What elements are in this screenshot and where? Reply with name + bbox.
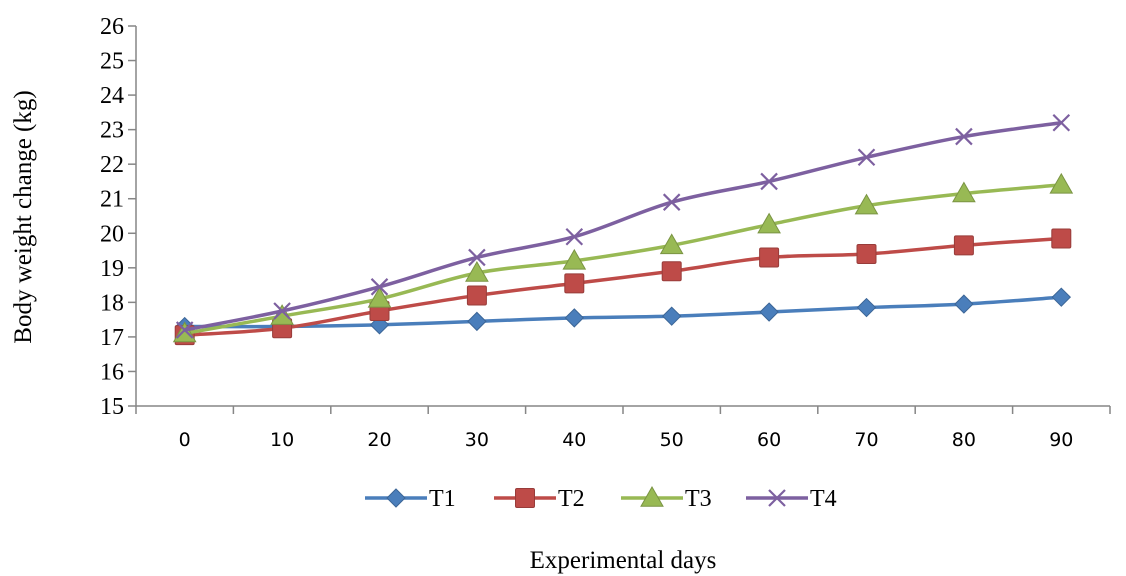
data-point-t4 [175, 321, 194, 339]
legend-item-t3: T3 [621, 485, 712, 512]
data-point-t4 [468, 248, 486, 267]
data-point-t2 [466, 285, 487, 306]
x-tick-label: 0 [179, 429, 191, 451]
data-point-t2 [1051, 228, 1072, 249]
data-point-t4 [1052, 113, 1071, 132]
y-axis-label: Body weight change (kg) [10, 90, 37, 343]
y-tick-label: 24 [100, 83, 124, 109]
data-point-t2 [953, 235, 974, 256]
data-point-t4 [760, 172, 778, 191]
data-point-t1 [1051, 287, 1072, 307]
data-point-t3 [562, 248, 587, 270]
x-tick-labels: 0 10 20 30 40 50 60 70 80 90 [179, 429, 1074, 451]
axes [128, 25, 1111, 414]
x-axis-label: Experimental days [530, 547, 717, 574]
data-point-t3 [952, 181, 976, 203]
data-point-t2 [856, 244, 877, 264]
y-tick-label: 15 [100, 394, 124, 420]
data-point-t1 [954, 294, 974, 314]
legend-item-t4: T4 [746, 486, 837, 512]
data-point-t3 [854, 193, 879, 215]
legend-marker [515, 488, 535, 508]
data-point-t1 [661, 306, 682, 326]
data-point-t4 [955, 127, 973, 146]
y-tick-label: 20 [100, 221, 124, 247]
legend-marker [768, 489, 786, 507]
x-tick-label: 80 [952, 429, 976, 451]
x-tick-label: 90 [1049, 429, 1073, 451]
data-point-t2 [661, 261, 682, 282]
x-tick-label: 70 [854, 429, 878, 451]
legend-marker [640, 485, 664, 507]
y-tick-label: 19 [100, 256, 124, 282]
x-tick-label: 10 [270, 429, 294, 451]
y-tick-label: 26 [100, 14, 124, 40]
data-point-t1 [467, 311, 487, 332]
legend: T1 T2 T3 T4 [365, 485, 837, 512]
y-tick-label: 18 [100, 290, 124, 316]
series-t3 [172, 172, 1074, 343]
legend-marker [386, 488, 406, 508]
data-point-t4 [857, 148, 876, 167]
data-point-t1 [856, 297, 877, 318]
data-point-t3 [659, 233, 684, 255]
series-line-t3 [182, 183, 1064, 336]
x-tick-label: 60 [757, 429, 781, 451]
data-point-t2 [564, 273, 585, 294]
series-line-t4 [182, 120, 1064, 332]
data-point-t3 [270, 304, 294, 325]
y-tick-label: 23 [100, 118, 124, 144]
legend-item-t1: T1 [365, 486, 456, 512]
data-point-t4 [662, 193, 681, 211]
data-point-t3 [367, 286, 392, 308]
x-tick-label: 40 [562, 429, 586, 451]
series-line-t1 [182, 295, 1064, 329]
data-point-t3 [465, 260, 489, 282]
y-tick-label: 16 [100, 359, 124, 385]
legend-label: T3 [685, 486, 712, 512]
data-point-t4 [370, 278, 389, 296]
x-tick-label: 50 [660, 429, 684, 451]
data-point-t4 [565, 227, 584, 246]
series-t4 [175, 113, 1071, 339]
legend-item-t2: T2 [494, 486, 585, 512]
series-layer [172, 113, 1074, 346]
data-point-t1 [564, 308, 585, 328]
y-tick-label: 25 [100, 49, 124, 75]
data-point-t1 [759, 302, 779, 322]
y-tick-labels: 15 16 17 18 19 20 21 22 23 24 25 26 [100, 14, 124, 420]
data-point-t2 [759, 247, 780, 268]
data-point-t4 [273, 302, 291, 320]
series-line-t2 [182, 236, 1064, 337]
y-tick-label: 17 [100, 325, 124, 351]
y-tick-label: 21 [100, 187, 124, 213]
y-tick-label: 22 [100, 152, 124, 178]
legend-label: T1 [429, 486, 456, 512]
legend-label: T2 [558, 486, 585, 512]
x-tick-label: 30 [465, 429, 489, 451]
x-tick-label: 20 [367, 429, 391, 451]
data-point-t3 [757, 212, 781, 234]
legend-label: T4 [810, 486, 837, 512]
data-point-t3 [1049, 172, 1074, 194]
